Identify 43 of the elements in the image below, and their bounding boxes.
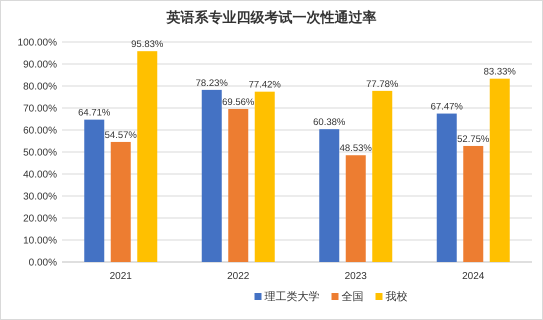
legend-label: 我校 <box>386 290 408 303</box>
bar <box>228 108 248 262</box>
y-tick-label: 20.00% <box>23 214 58 224</box>
data-label: 77.42% <box>248 80 282 91</box>
x-tick-label: 2023 <box>344 271 368 282</box>
y-tick-label: 90.00% <box>23 60 58 70</box>
bar <box>346 155 366 262</box>
bar <box>84 120 104 262</box>
bar <box>436 114 457 262</box>
bar <box>463 146 484 262</box>
x-tick-label: 2021 <box>110 271 132 282</box>
data-label: 60.38% <box>313 117 346 128</box>
chart-title: 英语系专业四级考试一次性通过率 <box>166 9 376 26</box>
x-tick-label: 2022 <box>227 271 250 282</box>
data-label: 64.71% <box>78 108 111 119</box>
legend-label: 全国 <box>342 291 364 303</box>
y-tick-label: 0.00% <box>28 258 58 268</box>
data-label: 78.23% <box>196 78 228 89</box>
data-label: 95.83% <box>131 39 164 50</box>
y-tick-label: 100.00% <box>18 38 58 48</box>
legend-label: 理工类大学 <box>264 290 320 303</box>
bar <box>254 92 275 262</box>
y-tick-label: 10.00% <box>23 236 58 246</box>
bar <box>137 51 158 262</box>
bar <box>110 142 131 262</box>
bar <box>490 78 510 262</box>
y-tick-label: 30.00% <box>23 192 58 202</box>
data-label: 77.78% <box>366 78 399 90</box>
y-tick-label: 70.00% <box>23 104 58 114</box>
y-tick-label: 80.00% <box>23 82 58 92</box>
bar <box>319 129 340 262</box>
x-tick-label: 2024 <box>462 271 485 282</box>
y-tick-label: 60.00% <box>23 126 58 136</box>
data-label: 69.56% <box>222 96 255 108</box>
data-label: 54.57% <box>104 130 138 141</box>
data-label: 83.33% <box>484 66 516 78</box>
bar <box>372 90 392 262</box>
y-tick-label: 40.00% <box>23 170 58 180</box>
bar <box>202 90 222 262</box>
y-tick-label: 50.00% <box>23 148 58 158</box>
data-label: 48.53% <box>340 143 372 154</box>
data-label: 67.47% <box>430 102 464 113</box>
data-label: 52.75% <box>457 134 490 145</box>
